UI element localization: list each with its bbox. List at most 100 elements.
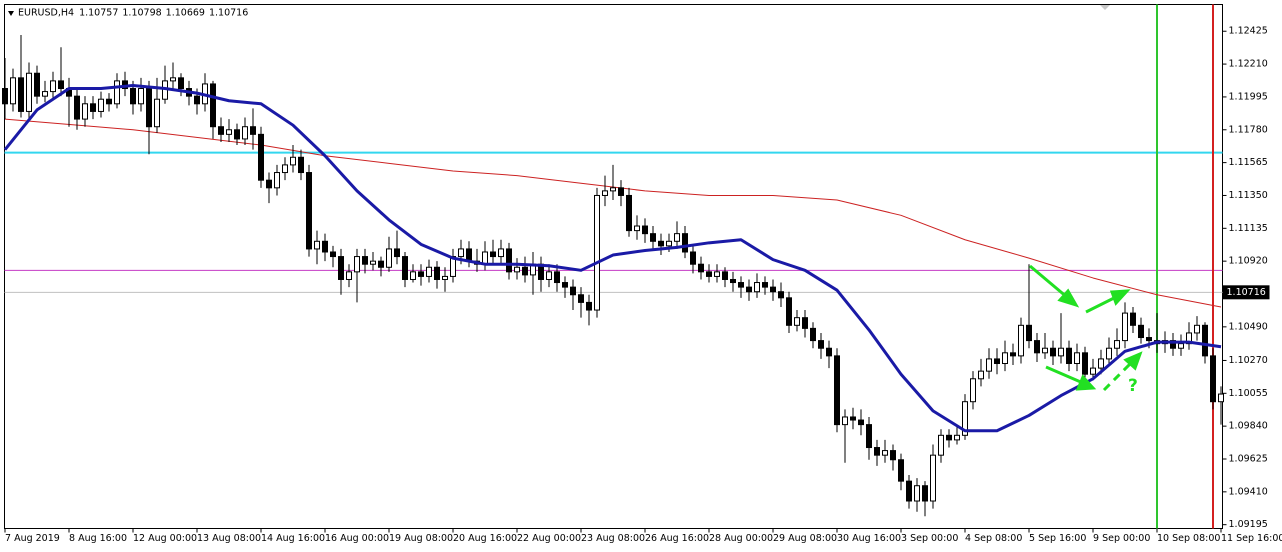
candle-body <box>402 256 408 280</box>
candle-body <box>738 282 744 288</box>
ohlc-value: 1.10669 <box>166 8 205 19</box>
candle-body <box>306 172 312 250</box>
candle-body <box>506 248 512 273</box>
candle-body <box>562 282 568 288</box>
candle-body <box>1066 347 1072 365</box>
y-tick-label: 1.11565 <box>1229 157 1268 168</box>
x-tick-label: 3 Sep 00:00 <box>901 533 958 544</box>
candle-body <box>1010 352 1016 357</box>
x-tick-label: 28 Aug 00:00 <box>709 533 773 544</box>
candle-body <box>18 77 24 112</box>
candle-body <box>890 450 896 461</box>
candle-body <box>602 190 608 196</box>
x-tick-label: 29 Aug 08:00 <box>773 533 837 544</box>
candle-body <box>346 271 352 280</box>
arrow-shaft <box>1045 365 1084 385</box>
candle-body <box>218 126 224 135</box>
candle-body <box>50 80 56 93</box>
x-tick-label: 7 Aug 2019 <box>5 533 60 544</box>
y-tick-label: 1.10920 <box>1229 256 1268 267</box>
x-tick-label: 23 Aug 08:00 <box>581 533 645 544</box>
arrow-shaft-dashed <box>1102 360 1134 392</box>
candle-body <box>338 256 344 280</box>
candle-body <box>154 98 160 128</box>
candle-body <box>290 156 296 166</box>
x-tick-label: 12 Aug 00:00 <box>133 533 197 544</box>
candle-body <box>938 434 944 456</box>
annotation: ? <box>1128 376 1138 396</box>
candle-body <box>786 297 792 326</box>
candle-body <box>946 434 952 441</box>
arrow-shaft <box>1085 294 1119 314</box>
candle-body <box>266 179 272 189</box>
y-tick-label: 1.12425 <box>1229 26 1268 37</box>
arrow-head <box>1109 289 1131 306</box>
current-price-label: 1.10716 <box>1227 287 1266 298</box>
candle-body <box>546 271 552 280</box>
arrows <box>1029 264 1143 392</box>
candle-body <box>850 416 856 421</box>
candle-body <box>970 378 976 403</box>
candle-body <box>650 233 656 242</box>
candle-body <box>858 419 864 426</box>
arrow-shaft <box>1029 264 1069 300</box>
candle-body <box>578 294 584 303</box>
candle-body <box>682 233 688 253</box>
candle-body <box>282 164 288 174</box>
candle-body <box>714 271 720 277</box>
candle-body <box>642 225 648 235</box>
y-tick-label: 1.11135 <box>1229 223 1268 234</box>
candle-body <box>698 263 704 273</box>
ohlc-value: 1.10757 <box>79 8 118 19</box>
candle-body <box>762 282 768 288</box>
candle-body <box>866 424 872 449</box>
candle-body <box>794 317 800 326</box>
candle-body <box>490 251 496 258</box>
candle-body <box>314 240 320 250</box>
candle-body <box>1090 367 1096 375</box>
x-tick-label: 19 Aug 08:00 <box>389 533 453 544</box>
candle-body <box>986 358 992 372</box>
y-tick-label: 1.10270 <box>1229 355 1268 366</box>
candle-body <box>106 98 112 105</box>
candle-body <box>522 266 528 276</box>
candle-body <box>802 317 808 329</box>
candle-body <box>1218 393 1224 403</box>
shift-marker <box>1100 5 1110 10</box>
x-tick-label: 5 Sep 16:00 <box>1029 533 1086 544</box>
candle-body <box>1058 347 1064 357</box>
arrow-head <box>1075 374 1097 391</box>
y-tick-label: 1.09840 <box>1229 421 1268 432</box>
x-tick-label: 16 Aug 00:00 <box>325 533 389 544</box>
candle-body <box>842 416 848 426</box>
x-tick-label: 13 Aug 08:00 <box>197 533 261 544</box>
candle-body <box>386 248 392 268</box>
candle-body <box>178 77 184 90</box>
ohlc-value: 1.10798 <box>122 8 161 19</box>
plot-layer <box>2 4 1224 529</box>
candle-body <box>34 72 40 97</box>
candle-body <box>1106 347 1112 360</box>
candle-body <box>770 286 776 293</box>
candle-body <box>1194 324 1200 334</box>
y-tick-label: 1.09195 <box>1229 519 1268 530</box>
candle-body <box>826 347 832 357</box>
candle-body <box>554 271 560 284</box>
candle-body <box>922 485 928 502</box>
candle-body <box>914 485 920 502</box>
candle-body <box>410 271 416 280</box>
candle-body <box>1146 337 1152 342</box>
candle-body <box>418 271 424 277</box>
y-tick-label: 1.10055 <box>1229 388 1268 399</box>
candle-body <box>994 358 1000 365</box>
x-tick-label: 30 Aug 16:00 <box>837 533 901 544</box>
y-tick-label: 1.10490 <box>1229 321 1268 332</box>
candle-body <box>1178 343 1184 349</box>
candle-body <box>98 98 104 112</box>
candle-body <box>10 77 16 105</box>
candle-body <box>378 260 384 268</box>
moving-average <box>4 118 1222 308</box>
candle-body <box>138 88 144 105</box>
candle-body <box>1114 340 1120 349</box>
